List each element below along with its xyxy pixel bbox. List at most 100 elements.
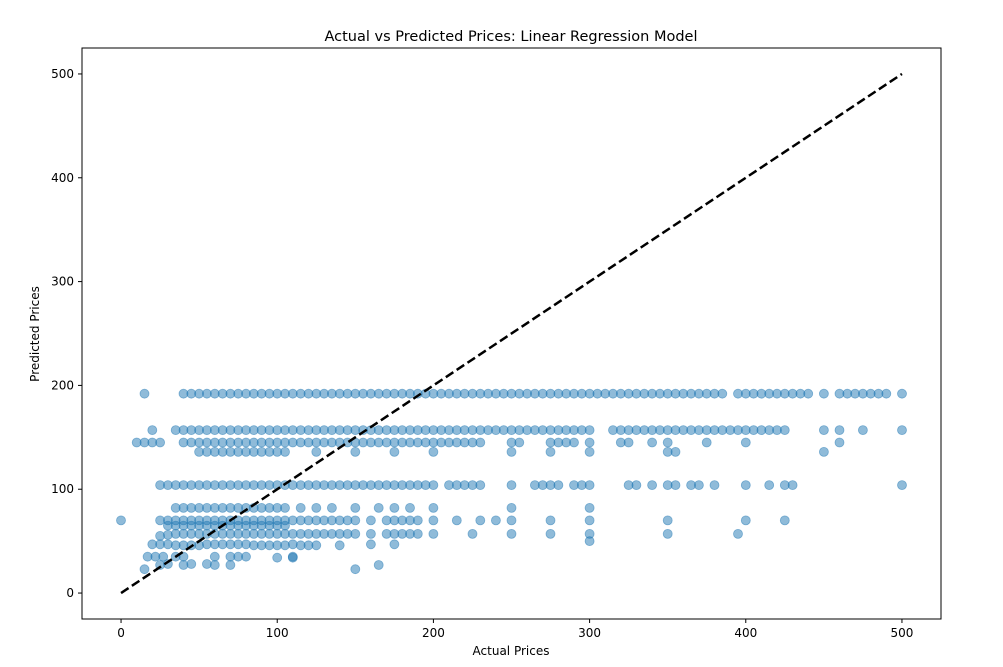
data-point (280, 446, 290, 457)
data-point (272, 552, 283, 563)
x-tick-label: 300 (578, 626, 601, 640)
data-point (740, 437, 751, 448)
data-point (819, 425, 829, 436)
data-point (326, 502, 337, 513)
data-point (475, 437, 486, 448)
data-point (373, 560, 384, 570)
data-point (209, 551, 220, 562)
data-point (506, 502, 517, 513)
data-point (897, 480, 907, 491)
chart-title: Actual vs Predicted Prices: Linear Regre… (324, 29, 697, 45)
data-point (475, 515, 486, 526)
data-point (311, 540, 322, 551)
data-point (350, 564, 361, 575)
data-point (506, 515, 517, 526)
data-point (350, 502, 361, 513)
data-point (428, 446, 439, 457)
x-tick-label: 500 (891, 626, 914, 640)
y-tick-label: 100 (51, 482, 74, 496)
data-point (733, 529, 743, 539)
data-point (365, 539, 376, 550)
data-point (662, 529, 673, 539)
data-point (467, 529, 478, 539)
data-point (717, 388, 728, 399)
data-point (475, 480, 486, 491)
data-point (740, 480, 751, 491)
data-point (506, 446, 517, 457)
data-point (545, 446, 556, 457)
data-point (834, 425, 845, 436)
x-tick-label: 0 (117, 626, 125, 640)
data-point (819, 388, 829, 399)
data-point (670, 480, 681, 491)
data-point (428, 480, 439, 491)
data-point (858, 425, 868, 436)
y-tick-label: 0 (66, 586, 74, 600)
data-point (764, 480, 775, 491)
data-point (584, 446, 595, 457)
data-point (662, 515, 673, 526)
data-point (740, 515, 751, 526)
data-point (584, 515, 595, 526)
data-point (350, 529, 361, 539)
data-point (490, 515, 501, 526)
data-point (623, 437, 634, 448)
data-point (881, 388, 892, 399)
data-point (155, 437, 166, 448)
data-point (311, 502, 322, 513)
data-point (147, 425, 158, 436)
x-axis-label: Actual Prices (473, 644, 550, 658)
data-point (295, 502, 306, 513)
data-point (897, 425, 907, 436)
data-point (280, 502, 290, 513)
data-point (897, 388, 907, 399)
data-point (241, 551, 251, 562)
data-point (631, 480, 642, 491)
data-point (311, 446, 322, 457)
data-point (662, 437, 673, 448)
data-point (819, 446, 829, 457)
y-axis-label: Predicted Prices (28, 286, 42, 382)
data-point (584, 437, 595, 448)
data-point (373, 502, 384, 513)
data-point (670, 446, 681, 457)
data-point (647, 437, 657, 448)
y-tick-label: 300 (51, 275, 74, 289)
data-point (803, 388, 814, 399)
x-tick-label: 100 (266, 626, 289, 640)
x-axis: 0 100 200 300 400 500 (117, 619, 913, 640)
data-point (506, 480, 517, 491)
data-point (365, 529, 376, 539)
y-tick-label: 200 (51, 378, 74, 392)
data-point (287, 551, 298, 562)
data-point (365, 515, 376, 526)
data-point (139, 388, 150, 399)
data-point (779, 515, 790, 526)
data-point (545, 515, 556, 526)
data-point (350, 515, 361, 526)
data-point (834, 437, 845, 448)
data-point (451, 515, 462, 526)
data-point (186, 559, 197, 569)
data-point (709, 480, 720, 491)
data-point (209, 560, 220, 570)
data-point (701, 437, 712, 448)
data-point (389, 539, 400, 550)
data-point (428, 515, 439, 526)
data-point (116, 515, 126, 526)
y-axis: 0 100 200 300 400 500 (51, 67, 82, 600)
data-point (412, 515, 423, 526)
data-point (350, 446, 361, 457)
reference-line (120, 72, 903, 595)
data-point (553, 480, 564, 491)
y-tick-label: 400 (51, 171, 74, 185)
data-point (412, 529, 423, 539)
plot-frame (81, 47, 942, 620)
data-point (694, 480, 704, 491)
data-point (428, 502, 439, 513)
data-point (584, 536, 595, 546)
x-tick-label: 400 (734, 626, 757, 640)
data-point (787, 480, 798, 491)
